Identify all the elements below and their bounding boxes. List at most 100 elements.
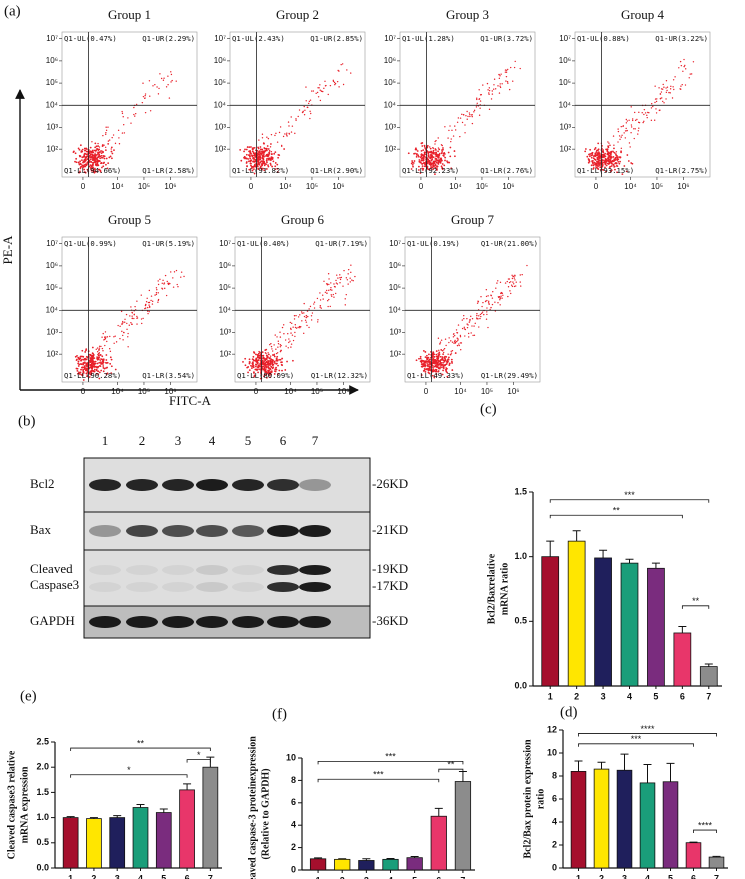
event-dot bbox=[424, 351, 427, 353]
bar bbox=[673, 632, 692, 687]
event-dot bbox=[92, 162, 94, 164]
significance-bracket bbox=[70, 774, 188, 778]
event-dot bbox=[171, 79, 173, 82]
event-dot bbox=[85, 156, 88, 159]
plot-title: Group 4 bbox=[621, 7, 664, 22]
event-dot bbox=[288, 341, 290, 344]
y-tick-label: 2 bbox=[552, 839, 557, 849]
event-dot bbox=[104, 146, 107, 148]
event-dot bbox=[114, 335, 116, 337]
event-dot bbox=[347, 283, 349, 285]
event-dot bbox=[612, 135, 615, 137]
event-dot bbox=[457, 338, 459, 340]
event-dot bbox=[420, 159, 423, 162]
event-dot bbox=[160, 77, 163, 80]
event-dot bbox=[499, 75, 501, 77]
event-dot bbox=[98, 364, 101, 367]
event-dot bbox=[258, 356, 261, 359]
event-dot bbox=[145, 301, 148, 303]
event-dot bbox=[642, 121, 644, 124]
event-dot bbox=[451, 341, 454, 343]
y-tick-label: 10⁴ bbox=[559, 100, 572, 109]
event-dot bbox=[471, 122, 474, 125]
event-dot bbox=[98, 148, 101, 151]
event-dot bbox=[665, 91, 668, 94]
event-dot bbox=[662, 83, 664, 86]
quadrant-label: Q1-LR(2.90%) bbox=[310, 166, 363, 175]
event-dot bbox=[95, 149, 98, 152]
event-dot bbox=[265, 370, 268, 373]
x-tick-label: 3 bbox=[601, 691, 606, 701]
blot-band bbox=[232, 479, 264, 491]
event-dot bbox=[329, 289, 332, 291]
event-dot bbox=[265, 365, 268, 368]
event-dot bbox=[310, 315, 313, 317]
event-dot bbox=[444, 368, 447, 371]
event-dot bbox=[435, 373, 438, 376]
event-dot bbox=[335, 279, 337, 282]
event-dot bbox=[109, 356, 112, 359]
event-dot bbox=[488, 108, 491, 111]
event-dot bbox=[90, 360, 93, 363]
event-dot bbox=[141, 101, 144, 104]
x-tick-label: 10⁶ bbox=[337, 387, 349, 396]
event-dot bbox=[680, 85, 682, 87]
y-tick-label: 10⁶ bbox=[46, 261, 58, 270]
event-dot bbox=[252, 366, 255, 369]
event-dot bbox=[316, 91, 319, 94]
event-dot bbox=[288, 125, 290, 127]
event-dot bbox=[83, 168, 86, 171]
event-dot bbox=[437, 355, 439, 358]
event-dot bbox=[159, 278, 161, 281]
significance-bracket bbox=[549, 514, 683, 519]
event-dot bbox=[270, 366, 273, 368]
error-bar bbox=[620, 753, 629, 771]
significance-label: *** bbox=[385, 752, 396, 762]
event-dot bbox=[270, 342, 272, 345]
event-dot bbox=[463, 326, 465, 329]
event-dot bbox=[663, 102, 665, 104]
event-dot bbox=[422, 350, 425, 352]
event-dot bbox=[443, 155, 445, 157]
event-dot bbox=[115, 341, 118, 343]
y-tick-label: 10⁶ bbox=[559, 56, 571, 65]
event-dot bbox=[340, 63, 342, 66]
event-dot bbox=[618, 156, 620, 158]
y-tick-label: 10³ bbox=[46, 123, 58, 132]
event-dot bbox=[94, 142, 97, 145]
event-dot bbox=[97, 373, 100, 375]
event-dot bbox=[459, 135, 461, 138]
event-dot bbox=[339, 274, 341, 276]
event-dot bbox=[598, 156, 601, 159]
event-dot bbox=[259, 161, 262, 163]
event-dot bbox=[321, 294, 324, 296]
event-dot bbox=[410, 162, 413, 165]
event-dot bbox=[439, 362, 442, 365]
event-dot bbox=[450, 140, 452, 143]
y-tick-label: 1.0 bbox=[514, 551, 527, 561]
event-dot bbox=[261, 359, 264, 362]
event-dot bbox=[255, 353, 257, 356]
event-dot bbox=[77, 365, 80, 367]
event-dot bbox=[415, 359, 418, 362]
y-tick-label: 10⁶ bbox=[46, 56, 58, 65]
significance-bracket bbox=[317, 760, 464, 765]
event-dot bbox=[305, 100, 307, 102]
event-dot bbox=[624, 130, 627, 132]
event-dot bbox=[101, 166, 103, 169]
quadrant-label: Q1-LR(12.32%) bbox=[311, 371, 368, 380]
event-dot bbox=[261, 365, 264, 368]
event-dot bbox=[336, 274, 338, 276]
x-tick-label: 6 bbox=[691, 873, 696, 879]
x-tick-label: 6 bbox=[185, 873, 190, 879]
event-dot bbox=[480, 296, 482, 298]
event-dot bbox=[319, 299, 322, 301]
blot-band bbox=[267, 616, 299, 628]
event-dot bbox=[437, 147, 440, 149]
event-dot bbox=[259, 158, 262, 160]
x-tick-label: 0 bbox=[81, 387, 86, 396]
event-dot bbox=[631, 162, 634, 165]
event-dot bbox=[347, 268, 350, 271]
event-dot bbox=[445, 370, 448, 373]
event-dot bbox=[439, 366, 442, 369]
